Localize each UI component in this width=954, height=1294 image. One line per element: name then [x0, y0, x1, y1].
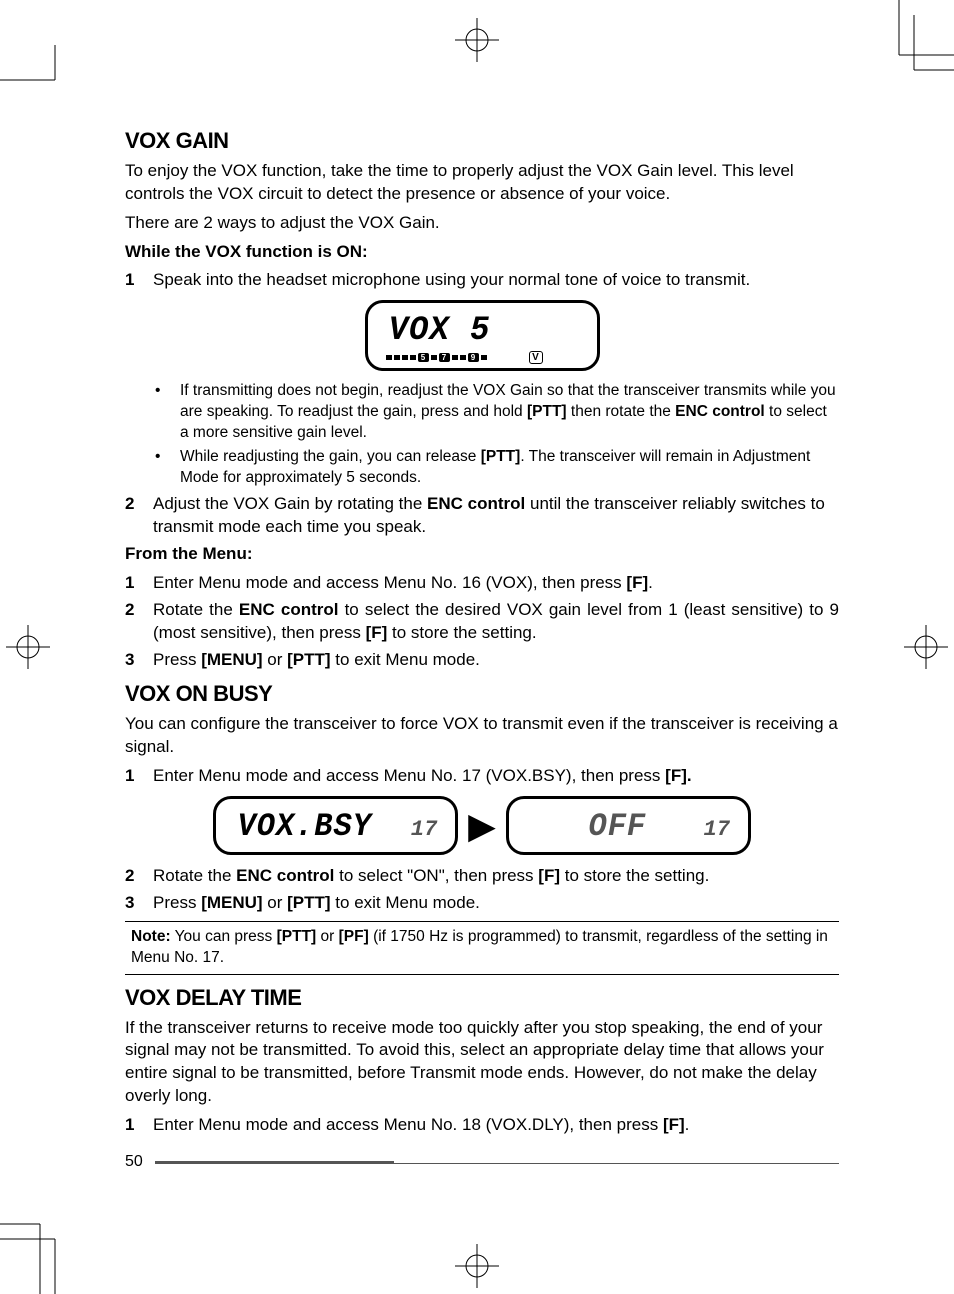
step-number: 1 — [125, 269, 153, 292]
lcd-num: 17 — [411, 815, 437, 845]
step-text: Enter Menu mode and access Menu No. 18 (… — [153, 1114, 839, 1137]
arrow-icon: ▶ — [468, 808, 496, 844]
step-text: Enter Menu mode and access Menu No. 16 (… — [153, 572, 839, 595]
page-number: 50 — [125, 1151, 143, 1173]
lcd-text: VOX 5 — [388, 309, 490, 355]
step-number: 2 — [125, 493, 153, 539]
heading-vox-on-busy: VOX ON BUSY — [125, 679, 839, 709]
lcd-text: OFF — [588, 805, 646, 848]
step-text: Adjust the VOX Gain by rotating the ENC … — [153, 493, 839, 539]
registration-mark-right — [904, 625, 948, 669]
page: VOX GAIN To enjoy the VOX function, take… — [0, 0, 954, 1294]
step-text: Press [MENU] or [PTT] to exit Menu mode. — [153, 892, 839, 915]
bullet-row: • While readjusting the gain, you can re… — [155, 447, 839, 489]
step-row: 1 Enter Menu mode and access Menu No. 17… — [125, 765, 839, 788]
page-footer: 50 — [125, 1151, 839, 1173]
crop-mark-tl — [0, 45, 80, 85]
step-text: Speak into the headset microphone using … — [153, 269, 839, 292]
step-row: 1 Speak into the headset microphone usin… — [125, 269, 839, 292]
bullet-dot: • — [155, 447, 180, 489]
step-number: 3 — [125, 892, 153, 915]
note-box: Note: You can press [PTT] or [PF] (if 17… — [125, 921, 839, 975]
step-text: Rotate the ENC control to select "ON", t… — [153, 865, 839, 888]
para-vox-gain-intro: To enjoy the VOX function, take the time… — [125, 160, 839, 206]
lcd-voxbsy: VOX.BSY 17 — [213, 796, 458, 855]
step-row: 1 Enter Menu mode and access Menu No. 18… — [125, 1114, 839, 1137]
bullet-text: If transmitting does not begin, readjust… — [180, 381, 839, 444]
page-rule — [155, 1163, 839, 1164]
bullet-dot: • — [155, 381, 180, 444]
step-row: 2 Rotate the ENC control to select the d… — [125, 599, 839, 645]
step-row: 3 Press [MENU] or [PTT] to exit Menu mod… — [125, 892, 839, 915]
lcd-off: OFF 17 — [506, 796, 751, 855]
lcd-vox-5: VOX 5 5 7 9 V — [365, 300, 600, 371]
step-row: 2 Adjust the VOX Gain by rotating the EN… — [125, 493, 839, 539]
step-number: 1 — [125, 572, 153, 595]
step-row: 3 Press [MENU] or [PTT] to exit Menu mod… — [125, 649, 839, 672]
bullet-row: • If transmitting does not begin, readju… — [155, 381, 839, 444]
registration-mark-bottom — [455, 1244, 499, 1288]
step-number: 1 — [125, 1114, 153, 1137]
subheading-while-on: While the VOX function is ON: — [125, 241, 839, 264]
lcd-num: 17 — [703, 815, 729, 845]
registration-mark-left — [6, 625, 50, 669]
para-vox-delay: If the transceiver returns to receive mo… — [125, 1017, 839, 1109]
step-text: Rotate the ENC control to select the des… — [153, 599, 839, 645]
step-number: 1 — [125, 765, 153, 788]
para-vox-gain-ways: There are 2 ways to adjust the VOX Gain. — [125, 212, 839, 235]
crop-mark-bl — [0, 1214, 80, 1294]
heading-vox-delay: VOX DELAY TIME — [125, 983, 839, 1013]
lcd-text: VOX.BSY — [238, 805, 372, 848]
registration-mark-top — [455, 18, 499, 62]
crop-mark-tr — [874, 0, 954, 80]
step-number: 2 — [125, 599, 153, 645]
heading-vox-gain: VOX GAIN — [125, 126, 839, 156]
subheading-from-menu: From the Menu: — [125, 543, 839, 566]
para-vox-busy: You can configure the transceiver to for… — [125, 713, 839, 759]
step-number: 3 — [125, 649, 153, 672]
step-text: Press [MENU] or [PTT] to exit Menu mode. — [153, 649, 839, 672]
step-row: 2 Rotate the ENC control to select "ON",… — [125, 865, 839, 888]
note-label: Note: — [131, 928, 171, 945]
step-row: 1 Enter Menu mode and access Menu No. 16… — [125, 572, 839, 595]
bullet-text: While readjusting the gain, you can rele… — [180, 447, 839, 489]
lcd-v-indicator: V — [529, 351, 543, 364]
step-text: Enter Menu mode and access Menu No. 17 (… — [153, 765, 839, 788]
step-number: 2 — [125, 865, 153, 888]
